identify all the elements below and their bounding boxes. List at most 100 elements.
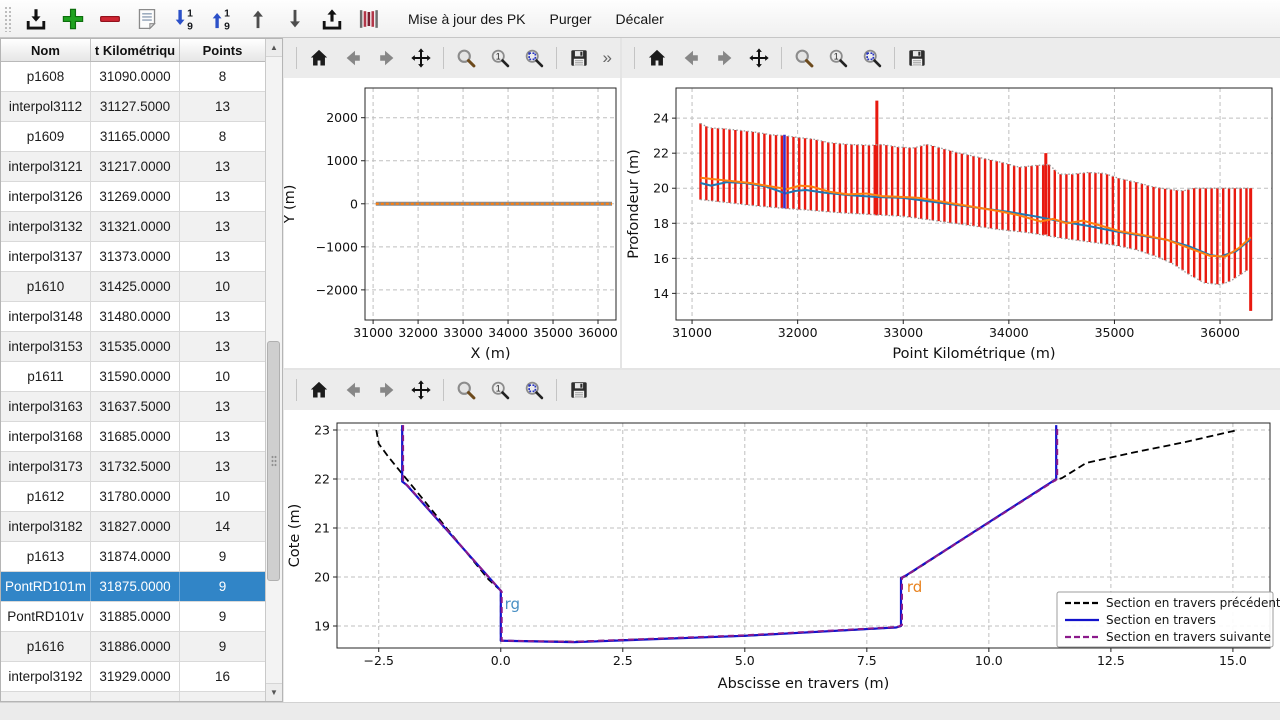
menu-mise-a-jour-des-pk[interactable]: Mise à jour des PK [408, 10, 526, 27]
home-button[interactable] [305, 44, 333, 72]
zoom-fit-button[interactable] [520, 376, 548, 404]
svg-text:−1000: −1000 [316, 239, 358, 254]
svg-text:Section en travers: Section en travers [1106, 613, 1216, 627]
table-row[interactable]: interpol3121 31217.0000 13 [1, 152, 282, 182]
home-icon [310, 381, 328, 398]
sections-table-panel: Nom t Kilométriqu Points p1608 31090.0000 8 i… [0, 38, 283, 702]
back-button[interactable] [677, 44, 705, 72]
cell-pk: 31480.0000 [91, 302, 180, 331]
svg-text:5.0: 5.0 [735, 653, 755, 668]
zoom-fit-button[interactable] [520, 44, 548, 72]
column-header-pk[interactable]: t Kilométriqu [91, 39, 180, 61]
table-row[interactable]: interpol3153 31535.0000 13 [1, 332, 282, 362]
zoom-one-button[interactable]: 1 [824, 44, 852, 72]
forward-button[interactable] [711, 44, 739, 72]
table-row[interactable]: p1609 31165.0000 8 [1, 122, 282, 152]
back-button[interactable] [339, 376, 367, 404]
longitudinal-profile-plot-canvas[interactable]: 31000 32000 33000 34000 35000 36000 14 16 18 20 22… [622, 78, 1280, 368]
table-row[interactable]: p1616 31886.0000 9 [1, 632, 282, 662]
remove-button[interactable] [95, 4, 125, 34]
menu-purger[interactable]: Purger [549, 10, 592, 27]
pan-icon [411, 380, 431, 400]
scroll-down-arrow-icon[interactable]: ▼ [266, 683, 282, 701]
table-row[interactable]: p1613 31874.0000 9 [1, 542, 282, 572]
forward-button[interactable] [373, 376, 401, 404]
table-row[interactable]: p1608 31090.0000 8 [1, 62, 282, 92]
cross-section-plot-canvas[interactable]: −2.5 0.0 2.5 5.0 7.5 10.0 12.5 15.0 19 20 21 22 23 rg… [284, 410, 1280, 702]
pan-button[interactable] [407, 44, 435, 72]
add-button[interactable] [58, 4, 88, 34]
toolbar-overflow-chevron[interactable]: » [602, 48, 612, 67]
table-row[interactable]: p1611 31590.0000 10 [1, 362, 282, 392]
svg-text:33000: 33000 [883, 325, 923, 340]
scroll-up-arrow-icon[interactable]: ▲ [266, 39, 282, 57]
sections-button[interactable] [354, 4, 384, 34]
toolbar-grip-handle[interactable] [4, 5, 12, 32]
move-down-button[interactable] [280, 4, 310, 34]
svg-text:31000: 31000 [353, 325, 393, 340]
table-row-selected[interactable]: PontRD101m 31875.0000 9 [1, 572, 282, 602]
zoom-fit-icon [863, 49, 882, 68]
pan-button[interactable] [407, 376, 435, 404]
forward-button[interactable] [373, 44, 401, 72]
table-row[interactable]: p1612 31780.0000 10 [1, 482, 282, 512]
menu-decaler[interactable]: Décaler [615, 10, 664, 27]
table-row[interactable]: interpol3137 31373.0000 13 [1, 242, 282, 272]
home-button[interactable] [305, 376, 333, 404]
back-button[interactable] [339, 44, 367, 72]
zoom-icon [795, 49, 814, 68]
svg-text:24: 24 [653, 111, 669, 126]
add-icon [62, 8, 84, 29]
export-button[interactable] [317, 4, 347, 34]
toolbar-separator [443, 379, 444, 401]
zoom-button[interactable] [790, 44, 818, 72]
table-row[interactable]: interpol3132 31321.0000 13 [1, 212, 282, 242]
table-scrollbar[interactable]: ▲ ▼ [265, 39, 282, 701]
save-button[interactable] [565, 44, 593, 72]
zoom-button[interactable] [452, 44, 480, 72]
table-row[interactable] [1, 692, 282, 701]
zoom-one-button[interactable]: 1 [486, 44, 514, 72]
table-row[interactable]: PontRD101v 31885.0000 9 [1, 602, 282, 632]
import-button[interactable] [21, 4, 51, 34]
move-down-icon [290, 9, 300, 27]
table-row[interactable]: interpol3148 31480.0000 13 [1, 302, 282, 332]
zoom-fit-button[interactable] [858, 44, 886, 72]
table-row[interactable]: interpol3182 31827.0000 14 [1, 512, 282, 542]
zoom-one-button[interactable]: 1 [486, 376, 514, 404]
svg-text:20: 20 [653, 181, 669, 196]
cell-pk: 31127.5000 [91, 92, 180, 121]
save-button[interactable] [903, 44, 931, 72]
table-row[interactable]: p1610 31425.0000 10 [1, 272, 282, 302]
cell-nom: PontRD101m [1, 572, 91, 601]
svg-text:32000: 32000 [398, 325, 438, 340]
table-row[interactable]: interpol3173 31732.5000 13 [1, 452, 282, 482]
sort-asc-icon: 19 [212, 8, 230, 32]
save-button[interactable] [565, 376, 593, 404]
plan-view-plot-canvas[interactable]: 31000 32000 33000 34000 35000 36000 −2000 −1000… [284, 78, 620, 368]
zoom-button[interactable] [452, 376, 480, 404]
home-button[interactable] [643, 44, 671, 72]
svg-text:Section en travers précédente: Section en travers précédente [1106, 596, 1280, 610]
notes-button[interactable] [132, 4, 162, 34]
cell-pk: 31827.0000 [91, 512, 180, 541]
column-header-points[interactable]: Points [180, 39, 266, 61]
move-up-button[interactable] [243, 4, 273, 34]
cell-nom: interpol3163 [1, 392, 91, 421]
cell-points: 8 [180, 122, 266, 151]
scrollbar-thumb[interactable] [267, 341, 280, 581]
table-row[interactable]: interpol3112 31127.5000 13 [1, 92, 282, 122]
sort-desc-icon: 19 [175, 8, 193, 32]
save-icon [909, 50, 925, 66]
table-row[interactable]: interpol3168 31685.0000 13 [1, 422, 282, 452]
table-row[interactable]: interpol3192 31929.0000 16 [1, 662, 282, 692]
table-row[interactable]: interpol3126 31269.0000 13 [1, 182, 282, 212]
zoom-icon [457, 49, 476, 68]
column-header-nom[interactable]: Nom [1, 39, 91, 61]
cell-nom: interpol3126 [1, 182, 91, 211]
pan-button[interactable] [745, 44, 773, 72]
table-row[interactable]: interpol3163 31637.5000 13 [1, 392, 282, 422]
